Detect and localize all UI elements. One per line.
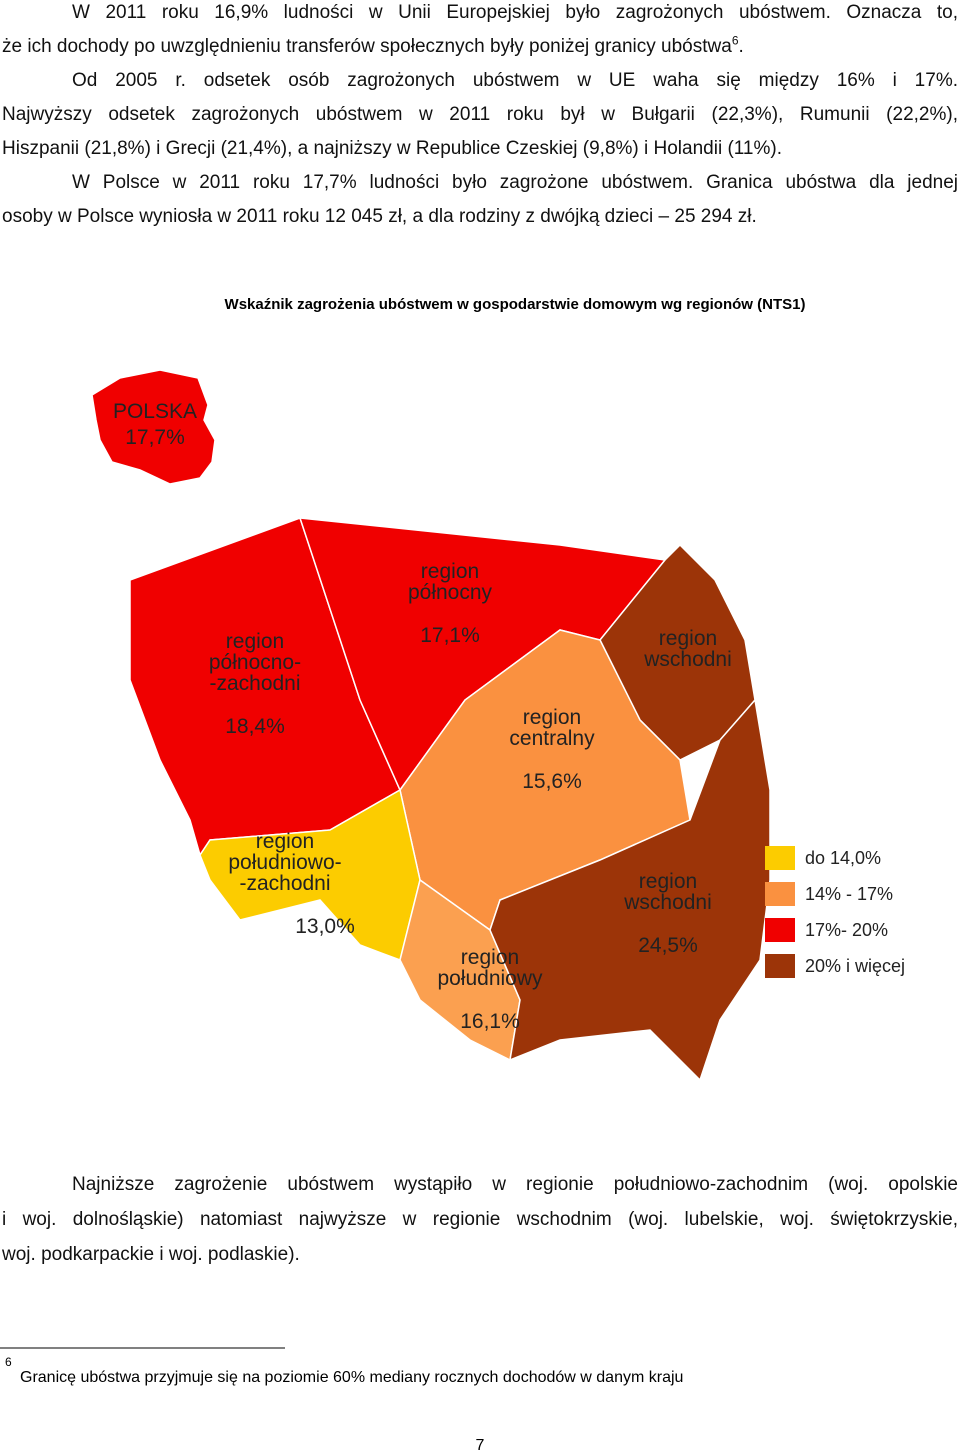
region-label: południowy xyxy=(437,967,543,990)
region-value: 15,6% xyxy=(522,770,582,793)
page-number: 7 xyxy=(476,1437,485,1453)
region-label: wschodni xyxy=(643,648,732,671)
region-value: 24,5% xyxy=(638,934,698,957)
text-line: W Polsce w 2011 roku 17,7% ludności było… xyxy=(72,170,958,196)
text-line: osoby w Polsce wyniosła w 2011 roku 12 0… xyxy=(2,204,958,230)
region-label: północno- xyxy=(209,651,301,674)
line-text: Od 2005 r. odsetek osób zagrożonych ubós… xyxy=(72,70,958,91)
region-label: centralny xyxy=(509,727,595,750)
legend-swatch xyxy=(765,846,795,870)
region-label: region xyxy=(639,870,697,893)
legend-label: 20% i więcej xyxy=(805,956,905,976)
text-line: Najwyższy odsetek zagrożonych ubóstwem w… xyxy=(2,102,958,128)
region-label: region xyxy=(461,946,519,969)
text-line: woj. podkarpackie i woj. podlaskie). xyxy=(2,1242,958,1268)
inset-label: POLSKA xyxy=(113,400,197,423)
region-label: region xyxy=(659,627,717,650)
region-value: 13,0% xyxy=(295,915,355,938)
text-line: i woj. dolnośląskie) natomiast najwyższe… xyxy=(2,1207,958,1233)
map-title: Wskaźnik zagrożenia ubóstwem w gospodars… xyxy=(225,296,806,313)
text-line: Od 2005 r. odsetek osób zagrożonych ubós… xyxy=(72,68,958,94)
region-label: północny xyxy=(408,581,493,604)
region-label: -zachodni xyxy=(209,672,300,695)
text-line: W 2011 roku 16,9% ludności w Unii Europe… xyxy=(72,0,958,26)
region-label: region xyxy=(226,630,284,653)
region-value: 17,1% xyxy=(420,624,480,647)
line-text: woj. podkarpackie i woj. podlaskie). xyxy=(2,1244,300,1265)
legend-swatch xyxy=(765,954,795,978)
region-value: 16,1% xyxy=(460,1010,520,1033)
line-text: W 2011 roku 16,9% ludności w Unii Europe… xyxy=(72,2,958,23)
line-text: Hiszpanii (21,8%) i Grecji (21,4%), a na… xyxy=(2,138,782,159)
inset-value: 17,7% xyxy=(125,426,185,449)
line-text: W Polsce w 2011 roku 17,7% ludności było… xyxy=(72,172,958,193)
region-area xyxy=(489,698,771,1082)
region-label: region xyxy=(523,706,581,729)
footnote-text: Granicę ubóstwa przyjmuje się na poziomi… xyxy=(20,1369,683,1386)
footnote-ref: 6 xyxy=(731,33,739,48)
legend-swatch xyxy=(765,882,795,906)
region-label: region xyxy=(256,830,314,853)
line-text: osoby w Polsce wyniosła w 2011 roku 12 0… xyxy=(2,206,757,227)
region-label: wschodni xyxy=(623,891,712,914)
line-text: i woj. dolnośląskie) natomiast najwyższe… xyxy=(2,1209,958,1230)
text-line: że ich dochody po uwzględnieniu transfer… xyxy=(2,34,958,60)
legend-label: 14% - 17% xyxy=(805,884,893,904)
footnote-marker: 6 xyxy=(5,1355,12,1369)
region-labels: regionpółnocno--zachodni18,4%regionpółno… xyxy=(209,560,732,1033)
text-line: Hiszpanii (21,8%) i Grecji (21,4%), a na… xyxy=(2,136,958,162)
line-end: . xyxy=(738,36,744,57)
line-text: Najwyższy odsetek zagrożonych ubóstwem w… xyxy=(2,104,958,125)
text-line: Najniższe zagrożenie ubóstwem wystąpiło … xyxy=(72,1172,958,1198)
legend-label: do 14,0% xyxy=(805,848,881,868)
region-area xyxy=(199,788,421,961)
region-label: region xyxy=(421,560,479,583)
legend: do 14,0% 14% - 17% 17%- 20% 20% i więcej xyxy=(765,846,905,978)
line-text: Najniższe zagrożenie ubóstwem wystąpiło … xyxy=(72,1174,958,1195)
legend-swatch xyxy=(765,918,795,942)
line-text: że ich dochody po uwzględnieniu transfer… xyxy=(2,36,732,57)
inset-map xyxy=(91,369,216,485)
region-value: 18,4% xyxy=(225,715,285,738)
region-label: południowo- xyxy=(228,851,341,874)
regions xyxy=(129,517,771,1082)
legend-label: 17%- 20% xyxy=(805,920,888,940)
region-label: -zachodni xyxy=(239,872,330,895)
